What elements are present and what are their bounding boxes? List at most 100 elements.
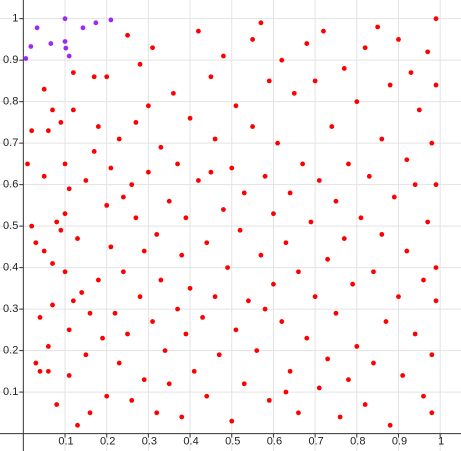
point (34, 25, 40, 31)
point (241, 381, 247, 387)
point (287, 190, 293, 196)
point (66, 53, 72, 59)
point (312, 78, 318, 84)
point (383, 319, 389, 324)
point (133, 119, 139, 125)
point (341, 66, 347, 71)
y-tick-label: 0.5 (3, 220, 18, 232)
point (233, 327, 239, 333)
point (379, 136, 385, 142)
point (337, 414, 343, 420)
point (429, 410, 435, 416)
point (104, 74, 110, 80)
y-tick-label: 0.6 (3, 179, 18, 191)
point (54, 219, 60, 225)
point (145, 169, 151, 175)
point (83, 178, 89, 183)
point (241, 190, 247, 196)
point (266, 78, 272, 84)
point (137, 61, 143, 67)
point (23, 56, 29, 61)
point (120, 269, 126, 275)
x-tick-label: 0.8 (350, 435, 365, 447)
point (175, 161, 180, 167)
point (396, 37, 401, 42)
point (354, 344, 360, 349)
point (412, 331, 418, 337)
point (137, 294, 143, 300)
point (75, 236, 80, 241)
point (362, 45, 368, 51)
point (312, 294, 318, 300)
point (200, 315, 205, 320)
x-tick-label: 0.5 (225, 435, 240, 447)
point (179, 252, 185, 258)
point (79, 290, 85, 295)
point (250, 124, 255, 129)
y-tick-label: 0.3 (3, 303, 18, 315)
point (108, 165, 114, 171)
x-tick-label: 0.3 (142, 435, 157, 447)
point (129, 182, 135, 188)
point (387, 422, 393, 428)
point (346, 161, 351, 167)
point (66, 327, 72, 333)
point (204, 240, 210, 246)
point (396, 294, 401, 300)
point (433, 82, 439, 88)
point (254, 348, 260, 353)
point (296, 269, 301, 275)
point (183, 331, 189, 337)
point (229, 418, 235, 424)
point (225, 265, 230, 271)
point (62, 161, 68, 167)
x-tick-label: 0.7 (308, 435, 323, 447)
point (83, 352, 89, 358)
point (104, 393, 110, 399)
point (25, 161, 30, 167)
point (95, 277, 101, 283)
point (45, 128, 51, 134)
point (287, 368, 293, 374)
point (154, 232, 160, 237)
point (41, 86, 47, 92)
point (45, 344, 51, 349)
point (196, 178, 201, 183)
point (433, 16, 439, 22)
point (246, 298, 251, 304)
point (366, 173, 372, 179)
point (37, 368, 43, 374)
point (37, 315, 43, 320)
point (250, 37, 255, 42)
point (120, 194, 126, 200)
point (45, 368, 51, 374)
point (29, 128, 35, 134)
point (279, 57, 285, 63)
point (400, 373, 406, 378)
point (279, 319, 285, 324)
point (404, 248, 410, 254)
point (175, 306, 180, 312)
point (304, 41, 310, 46)
point (433, 265, 439, 271)
point (50, 302, 55, 308)
point (70, 70, 76, 76)
point (93, 20, 99, 26)
point (358, 215, 364, 221)
point (416, 107, 422, 113)
y-tick-label: 0.9 (3, 54, 18, 66)
point (162, 348, 168, 353)
point (391, 194, 397, 200)
point (283, 240, 289, 246)
point (204, 393, 210, 399)
point (387, 82, 393, 88)
y-tick-label: 0.2 (3, 344, 18, 356)
point (70, 298, 76, 304)
point (179, 414, 185, 420)
point (116, 360, 122, 366)
point (266, 397, 272, 403)
point (262, 173, 268, 179)
point (371, 360, 376, 366)
point (62, 16, 68, 22)
